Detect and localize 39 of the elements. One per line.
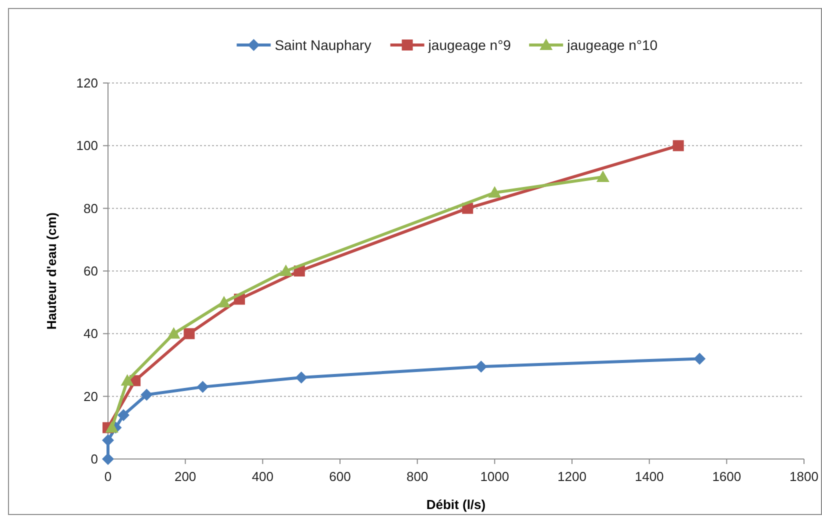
legend-label: jaugeage n°10: [566, 37, 658, 53]
point: [102, 434, 114, 446]
y-tick-label: 20: [84, 388, 98, 404]
point: [295, 372, 308, 384]
point: [120, 374, 134, 386]
point: [218, 296, 230, 308]
y-tick-label: 100: [76, 138, 98, 154]
y-tick-label: 120: [76, 76, 98, 91]
x-tick-label: 1600: [712, 469, 742, 484]
x-tick-label: 1400: [634, 469, 664, 484]
y-tick-label: 80: [84, 200, 98, 216]
x-axis-title: Débit (l/s): [426, 497, 486, 512]
point: [279, 264, 292, 276]
point: [672, 140, 684, 152]
y-tick-label: 0: [90, 452, 98, 467]
x-tick-label: 600: [329, 469, 351, 484]
legend-label: Saint Nauphary: [274, 37, 372, 53]
y-axis-title: Hauteur d'eau (cm): [44, 212, 59, 330]
point: [117, 409, 130, 422]
point: [167, 327, 180, 339]
y-tick-label: 40: [84, 326, 98, 342]
point: [184, 328, 195, 340]
point: [475, 360, 488, 373]
x-tick-label: 400: [252, 469, 274, 484]
point: [596, 170, 610, 182]
point: [488, 186, 502, 198]
point: [694, 352, 706, 365]
x-tick-label: 1200: [558, 469, 586, 484]
point: [196, 380, 209, 393]
point: [105, 421, 118, 433]
y-tick-label: 60: [84, 264, 98, 279]
x-tick-label: 1800: [790, 469, 818, 484]
point: [102, 453, 114, 465]
x-tick-label: 200: [174, 469, 196, 484]
point: [140, 388, 153, 401]
x-tick-label: 0: [104, 469, 112, 484]
x-tick-label: 800: [406, 469, 428, 484]
x-tick-label: 1000: [480, 469, 510, 484]
legend-label: jaugeage n°9: [427, 37, 512, 53]
